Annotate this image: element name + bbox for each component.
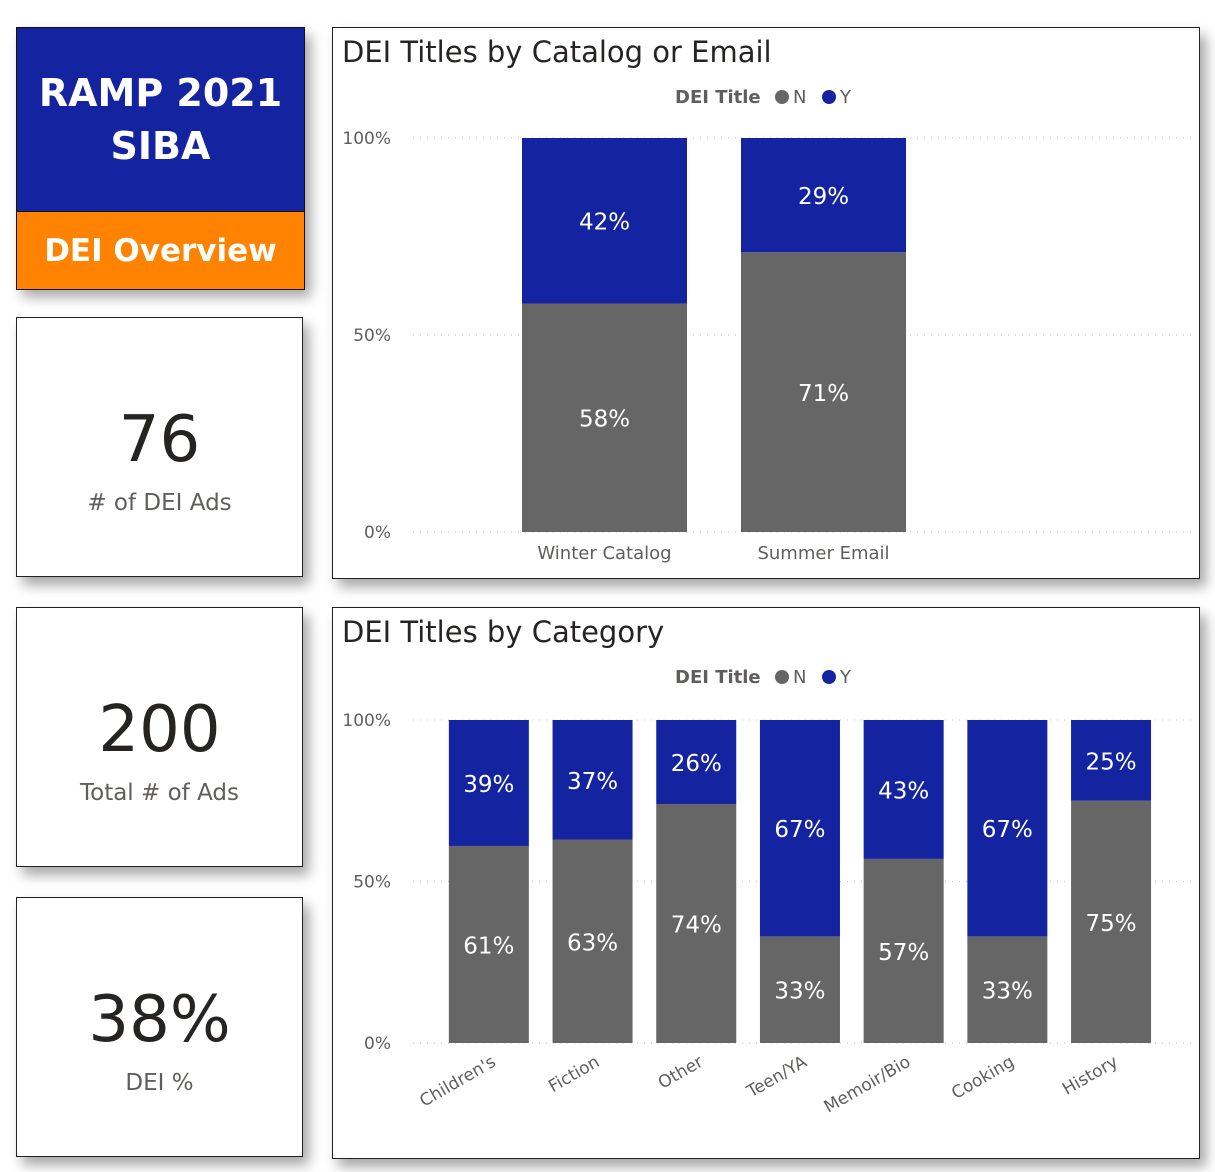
x-tick-label: History xyxy=(1059,1052,1121,1100)
bar-n xyxy=(522,303,687,532)
chart-title: DEI Titles by Catalog or Email xyxy=(342,35,772,69)
legend-label-n: N xyxy=(793,667,806,688)
data-label-y: 42% xyxy=(579,210,630,236)
data-label-y: 67% xyxy=(982,817,1033,843)
x-tick-label: Cooking xyxy=(948,1052,1018,1104)
data-label-y: 26% xyxy=(671,751,722,777)
data-label-n: 58% xyxy=(579,407,630,433)
legend-marker-y xyxy=(822,670,836,684)
bar-n xyxy=(552,839,633,1043)
bar-y xyxy=(759,720,840,937)
x-tick-label: Memoir/Bio xyxy=(821,1052,914,1117)
data-label-n: 74% xyxy=(671,912,722,938)
bar-n xyxy=(448,845,529,1043)
bar-y xyxy=(656,720,737,804)
data-label-n: 57% xyxy=(878,940,929,966)
data-label-y: 29% xyxy=(798,184,849,210)
bar-y xyxy=(522,138,687,304)
bar-n xyxy=(967,936,1048,1043)
x-tick-label: Winter Catalog xyxy=(537,543,671,564)
data-label-y: 67% xyxy=(774,817,825,843)
bar-y xyxy=(863,720,944,859)
kpi-value: 76 xyxy=(118,403,201,477)
report-title-line1: RAMP 2021 xyxy=(38,70,283,115)
kpi-value: 200 xyxy=(98,693,221,767)
legend-title: DEI Title xyxy=(675,667,761,688)
x-tick-label: Summer Email xyxy=(757,543,889,564)
legend-label-n: N xyxy=(793,87,806,108)
kpi-label: # of DEI Ads xyxy=(87,490,232,516)
data-label-n: 61% xyxy=(463,933,514,959)
chart-panel-catalog-email[interactable]: DEI Titles by Catalog or Email DEI Title N… xyxy=(332,27,1200,579)
bar-n xyxy=(863,858,944,1043)
bar-n xyxy=(1071,800,1152,1043)
catalog-email-chart[interactable]: DEI Titles by Catalog or Email DEI Title N… xyxy=(333,28,1199,578)
bar-y xyxy=(552,720,633,840)
y-tick-label: 0% xyxy=(364,1034,391,1054)
legend-label-y: Y xyxy=(839,87,852,108)
chart-title: DEI Titles by Category xyxy=(342,615,664,649)
kpi-value: 38% xyxy=(88,983,231,1057)
x-tick-label: Fiction xyxy=(545,1052,603,1097)
category-chart[interactable]: DEI Titles by Category DEI Title N Y 100% 50%… xyxy=(333,608,1199,1158)
y-tick-label: 0% xyxy=(364,523,391,543)
bar-y xyxy=(741,138,906,253)
report-header: RAMP 2021 SIBA DEI Overview xyxy=(16,27,305,290)
kpi-card-dei-percent[interactable]: 38% DEI % xyxy=(16,897,303,1157)
x-tick-label: Other xyxy=(655,1052,707,1093)
bar-n xyxy=(741,252,906,532)
data-label-n: 33% xyxy=(774,979,825,1005)
data-label-n: 71% xyxy=(798,381,849,407)
report-title: RAMP 2021 SIBA xyxy=(16,27,305,212)
report-subtitle: DEI Overview xyxy=(16,211,305,290)
legend-title: DEI Title xyxy=(675,87,761,108)
data-label-y: 37% xyxy=(567,769,618,795)
data-label-y: 43% xyxy=(878,778,929,804)
x-tick-label: Teen/YA xyxy=(743,1052,811,1103)
y-tick-label: 100% xyxy=(342,711,391,731)
kpi-label: DEI % xyxy=(125,1070,194,1096)
kpi-label: Total # of Ads xyxy=(79,780,239,806)
bar-y xyxy=(967,720,1048,937)
chart-panel-category[interactable]: DEI Titles by Category DEI Title N Y 100% 50%… xyxy=(332,607,1200,1159)
kpi-card-dei-ads[interactable]: 76 # of DEI Ads xyxy=(16,317,303,577)
y-tick-label: 100% xyxy=(342,129,391,149)
kpi-card-total-ads[interactable]: 200 Total # of Ads xyxy=(16,607,303,867)
data-label-n: 75% xyxy=(1085,911,1136,937)
data-label-y: 39% xyxy=(463,772,514,798)
legend-marker-y xyxy=(822,90,836,104)
bar-n xyxy=(656,803,737,1043)
legend-label-y: Y xyxy=(839,667,852,688)
bar-y xyxy=(1071,720,1152,801)
data-label-n: 33% xyxy=(982,979,1033,1005)
x-tick-label: Children's xyxy=(416,1052,499,1112)
legend-marker-n xyxy=(775,90,789,104)
legend-marker-n xyxy=(775,670,789,684)
report-title-line2: SIBA xyxy=(110,123,211,168)
data-label-n: 63% xyxy=(567,930,618,956)
y-tick-label: 50% xyxy=(353,326,391,346)
bar-y xyxy=(448,720,529,846)
y-tick-label: 50% xyxy=(353,873,391,893)
data-label-y: 25% xyxy=(1085,749,1136,775)
bar-n xyxy=(759,936,840,1043)
